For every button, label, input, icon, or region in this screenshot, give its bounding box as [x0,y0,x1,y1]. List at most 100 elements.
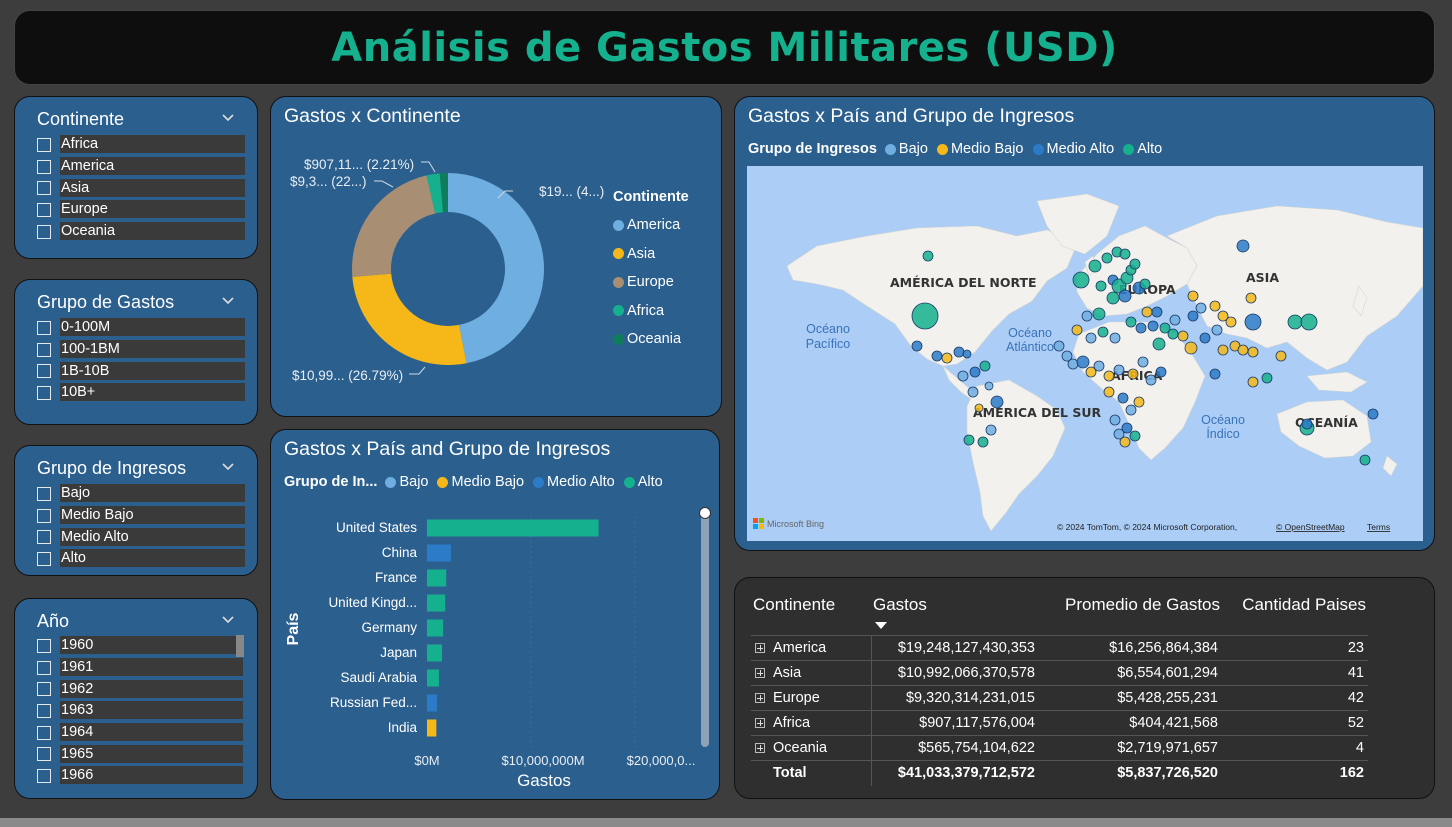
expand-icon[interactable] [755,743,765,753]
map-bubble[interactable] [1359,454,1371,466]
checkbox[interactable] [37,682,51,697]
donut-slice-asia[interactable] [352,273,467,365]
bar-united-kingd-[interactable] [427,594,446,612]
map-bubble[interactable] [1103,386,1115,398]
legend-item-alto[interactable]: Alto [623,474,663,490]
chevron-down-icon[interactable] [221,460,235,474]
map-bubble[interactable] [1236,239,1250,253]
slicer-item-medio-alto[interactable]: Medio Alto [37,526,245,548]
map-bubble[interactable] [957,370,969,382]
bar-russian-fed-[interactable] [427,694,437,712]
checkbox[interactable] [37,747,51,762]
map-bubble[interactable] [1097,326,1109,338]
legend-item-africa[interactable]: Africa [613,297,689,326]
legend-item-medio-alto[interactable]: Medio Alto [533,474,615,490]
checkbox[interactable] [37,385,51,400]
map-bubble[interactable] [1301,418,1313,430]
checkbox[interactable] [37,159,51,174]
checkbox[interactable] [37,320,51,335]
legend-item-europe[interactable]: Europe [613,268,689,297]
map-bubble[interactable] [1072,271,1090,289]
map-bubble[interactable] [911,340,923,352]
map-bubble[interactable] [1081,310,1093,322]
table-row[interactable]: America $19,248,127,430,353 $16,256,864,38… [751,635,1368,661]
chevron-down-icon[interactable] [221,613,235,627]
bar-india[interactable] [427,719,437,737]
map-bubble[interactable] [1367,408,1379,420]
chevron-down-icon[interactable] [221,294,235,308]
map-bubble[interactable] [1147,320,1159,332]
bar-japan[interactable] [427,644,443,662]
legend-item-medio-bajo[interactable]: Medio Bajo [437,474,524,490]
expand-icon[interactable] [755,643,765,653]
map-bubble[interactable] [1118,289,1132,303]
map-bubble[interactable] [1071,324,1083,336]
slicer-item-1964[interactable]: 1964 [37,722,243,744]
map-bubble[interactable] [1125,404,1137,416]
bar-saudi-arabia[interactable] [427,669,439,687]
map-bubble[interactable] [1159,322,1171,334]
slicer-item-europe[interactable]: Europe [37,199,245,221]
map-bubble[interactable] [1085,332,1097,344]
slicer-item-america[interactable]: America [37,156,245,178]
map-bubble[interactable] [1092,307,1106,321]
slicer-item-oceania[interactable]: Oceania [37,221,245,243]
map-bubble[interactable] [1217,310,1229,322]
legend-item-medio-bajo[interactable]: Medio Bajo [936,141,1024,157]
checkbox[interactable] [37,137,51,152]
map-bubble[interactable] [1187,290,1199,302]
scroll-handle[interactable] [699,507,711,519]
map-bubble[interactable] [1209,300,1221,312]
map-bubble[interactable] [974,403,984,413]
slicer-item-medio-bajo[interactable]: Medio Bajo [37,505,245,527]
col-promedio[interactable]: Promedio de Gastos [1065,595,1220,614]
map-bubble[interactable] [1135,322,1147,334]
map-bubble[interactable] [963,434,975,446]
checkbox[interactable] [37,364,51,379]
map-bubble[interactable] [1137,356,1149,368]
map-bubble[interactable] [1187,310,1199,322]
map-bubble[interactable] [1237,344,1249,356]
checkbox[interactable] [37,224,51,239]
map-bubble[interactable] [1067,358,1079,370]
col-cantidad[interactable]: Cantidad Paises [1242,595,1366,614]
map-bubble[interactable] [1247,346,1259,358]
map-bubble[interactable] [1088,259,1102,273]
map-bubble[interactable] [1061,350,1073,362]
legend-item-asia[interactable]: Asia [613,240,689,269]
legend-item-alto[interactable]: Alto [1123,141,1162,157]
map-bubble[interactable] [1085,366,1097,378]
checkbox[interactable] [37,660,51,675]
slicer-item-1965[interactable]: 1965 [37,743,243,765]
checkbox[interactable] [37,181,51,196]
slicer-item-0-100m[interactable]: 0-100M [37,317,245,339]
table-row[interactable]: Oceania $565,754,104,622 $2,719,971,657 4 [751,735,1368,761]
map-bubble[interactable] [962,349,972,359]
bar-scrollbar[interactable] [701,509,709,747]
map-bubble[interactable] [1125,316,1137,328]
expand-icon[interactable] [755,668,765,678]
legend-item-america[interactable]: America [613,211,689,240]
map-bubble[interactable] [1103,370,1115,382]
map-bubble[interactable] [985,424,997,436]
table-row[interactable]: Europe $9,320,314,231,015 $5,428,255,231 42 [751,685,1368,711]
slicer-item-africa[interactable]: Africa [37,134,245,156]
map-bubble[interactable] [1101,252,1113,264]
map-bubble[interactable] [990,395,1004,409]
map-bubble[interactable] [1177,330,1189,342]
slicer-item-alto[interactable]: Alto [37,548,245,570]
legend-item-medio-alto[interactable]: Medio Alto [1032,141,1114,157]
map-bubble[interactable] [1155,366,1167,378]
col-gastos[interactable]: Gastos [871,592,1039,636]
map-bubble[interactable] [1119,436,1131,448]
col-continente[interactable]: Continente [753,595,836,614]
map-bubble[interactable] [1109,332,1121,344]
checkbox[interactable] [37,486,51,501]
checkbox[interactable] [37,342,51,357]
map-bubble[interactable] [1121,422,1133,434]
checkbox[interactable] [37,703,51,718]
map-bubble[interactable] [1133,396,1145,408]
map-bubble[interactable] [1127,368,1139,380]
slicer-item-bajo[interactable]: Bajo [37,483,245,505]
map-bubble[interactable] [1139,278,1151,290]
